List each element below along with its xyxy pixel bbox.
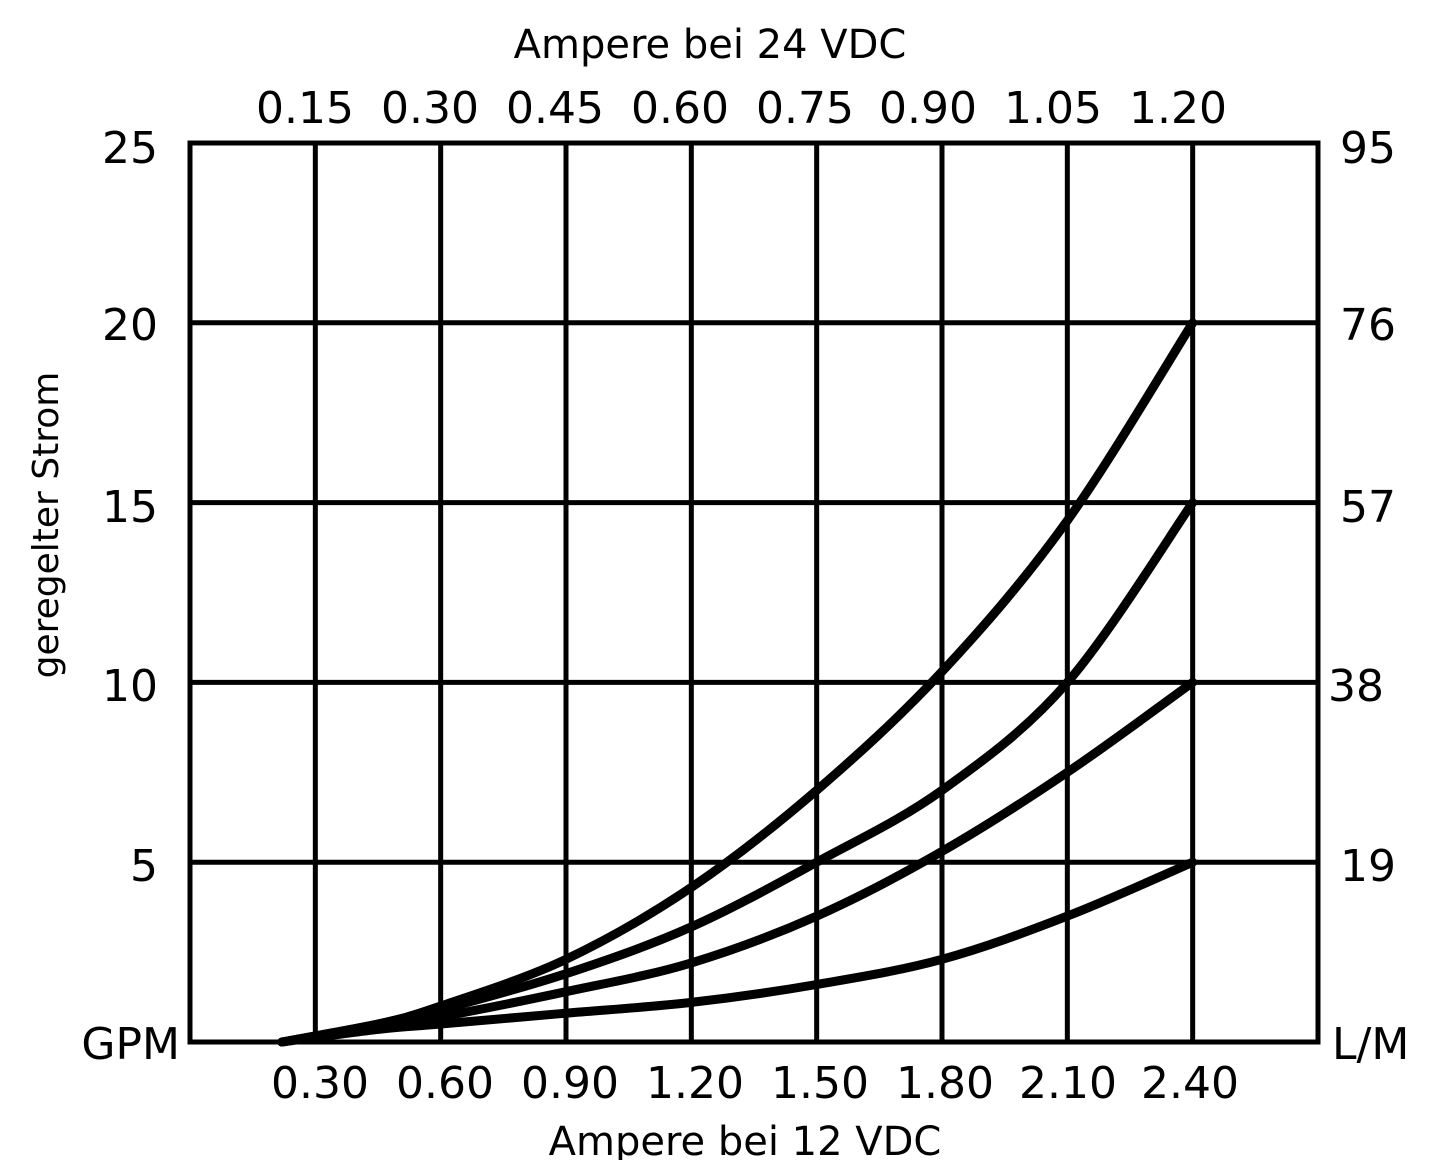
y-tick-label: 10 [102,661,158,712]
y2-tick-label: 57 [1340,482,1396,533]
x2-tick-label: 1.05 [1004,83,1102,134]
left-tick-labels: 5 10 15 20 25 [102,123,158,892]
x2-tick-label: 0.60 [631,83,729,134]
left-unit-label: GPM [81,1019,180,1070]
y-tick-label: 25 [102,123,158,174]
series-line-3 [277,677,1198,1047]
top-tick-labels: 0.15 0.30 0.45 0.60 0.75 0.90 1.05 1.20 [256,83,1227,134]
x2-tick-label: 0.75 [756,83,854,134]
x2-tick-label: 0.45 [506,83,604,134]
right-unit-label: L/M [1332,1019,1409,1070]
y-axis-title: geregelter Strom [26,372,67,679]
top-axis-title: Ampere bei 24 VDC [514,22,907,68]
x-tick-label: 0.60 [396,1058,494,1109]
series-line-2 [277,498,1198,1047]
x-tick-label: 1.20 [646,1058,744,1109]
y-tick-label: 5 [130,841,158,892]
y2-tick-label: 38 [1328,661,1384,712]
y2-tick-label: 95 [1340,123,1396,174]
x-tick-label: 2.10 [1019,1058,1117,1109]
x-tick-label: 0.90 [521,1058,619,1109]
bottom-axis-title: Ampere bei 12 VDC [549,1119,942,1160]
x2-tick-label: 0.15 [256,83,354,134]
y2-tick-label: 19 [1340,841,1396,892]
bottom-tick-labels: 0.30 0.60 0.90 1.20 1.50 1.80 2.10 2.40 [271,1058,1239,1109]
x2-tick-label: 0.90 [879,83,977,134]
curves [277,318,1198,1047]
grid [187,140,1321,1045]
right-tick-labels: 19 38 57 76 95 [1328,123,1396,892]
y-tick-label: 15 [102,482,158,533]
x-tick-label: 0.30 [271,1058,369,1109]
y2-tick-label: 76 [1340,300,1396,351]
y-tick-label: 20 [102,300,158,351]
x-tick-label: 1.80 [896,1058,994,1109]
plot-frame [187,140,1321,1045]
series-line-4 [277,857,1198,1047]
x2-tick-label: 0.30 [381,83,479,134]
x-tick-label: 1.50 [771,1058,869,1109]
x-tick-label: 2.40 [1141,1058,1239,1109]
x2-tick-label: 1.20 [1129,83,1227,134]
